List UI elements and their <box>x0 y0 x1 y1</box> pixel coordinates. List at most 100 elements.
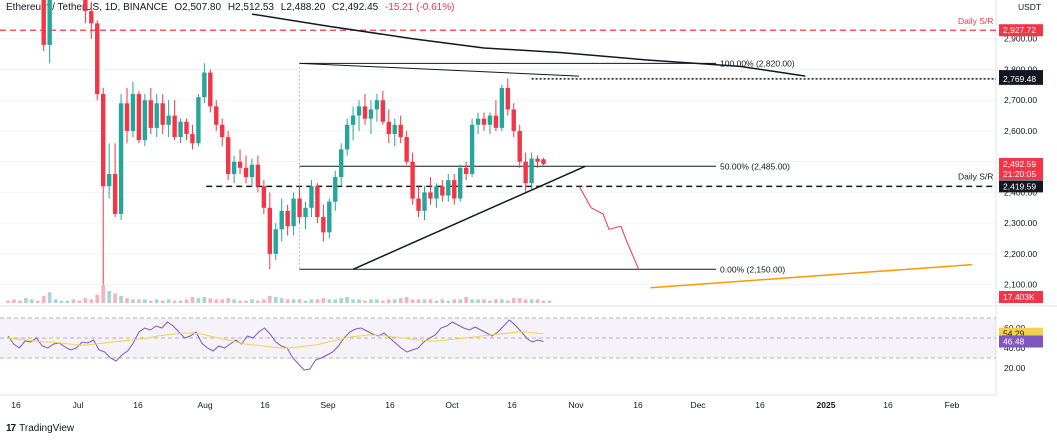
candle-body <box>136 94 142 141</box>
time-tick-label: Feb <box>945 400 960 410</box>
volume-bar <box>506 300 510 303</box>
volume-bar <box>535 299 540 303</box>
candle-body <box>148 100 153 128</box>
price-tick-label: 2,100.00 <box>1004 280 1037 290</box>
volume-bar <box>18 300 22 303</box>
candle-body <box>392 124 397 135</box>
candle-body <box>463 167 469 174</box>
volume-bar <box>262 299 266 303</box>
volume-bar <box>381 300 385 303</box>
candle-body <box>458 167 463 199</box>
time-tick-label: Nov <box>568 400 584 410</box>
volume-bar <box>256 300 260 303</box>
price-tick-label: 2,400.00 <box>1004 187 1037 197</box>
volume-bar <box>202 297 207 303</box>
volume-bar <box>208 298 213 303</box>
rsi-ma-line <box>7 331 544 349</box>
price-tick-label: 2,700.00 <box>1004 95 1037 105</box>
volume-bar <box>387 299 391 303</box>
candle-body <box>428 192 433 199</box>
volume-bar <box>333 299 338 303</box>
volume-bar <box>470 299 474 303</box>
price-label-box <box>999 180 1043 193</box>
volume-bar <box>166 299 171 303</box>
rsi-label-box <box>999 335 1043 348</box>
candle-body <box>261 186 267 208</box>
volume-bar <box>464 297 468 303</box>
volume-bar <box>279 298 284 303</box>
volume-bar <box>53 299 58 303</box>
rsi-label-text: 54.29 <box>1003 329 1025 339</box>
volume-bar <box>131 299 135 303</box>
volume-bar <box>363 300 367 303</box>
candle-body <box>386 121 391 135</box>
candle-body <box>160 103 165 125</box>
candle-body <box>142 100 148 141</box>
volume-bar <box>345 297 349 303</box>
candle-body <box>154 103 159 128</box>
volume-bar <box>65 300 70 303</box>
volume-bar <box>458 299 462 303</box>
candle-body <box>124 103 130 131</box>
volume-bar <box>59 300 64 303</box>
time-tick-label: Oct <box>445 400 459 410</box>
low-value: L2,488.20 <box>280 2 326 13</box>
volume-bar <box>83 298 88 303</box>
volume-bar <box>125 298 129 303</box>
volume-bar <box>517 298 522 303</box>
candle-body <box>529 158 534 184</box>
volume-bar <box>196 298 201 303</box>
candle-body <box>452 180 457 199</box>
volume-bar <box>12 299 16 303</box>
orange-trendline <box>650 263 972 289</box>
price-label-text: 2,419.59 <box>1003 181 1036 191</box>
volume-bar <box>315 299 320 303</box>
price-label-box <box>999 167 1043 180</box>
volume-bar <box>303 300 308 303</box>
volume-bar <box>238 300 242 303</box>
volume-bar <box>500 299 504 303</box>
volume-bar <box>178 300 183 303</box>
volume-bar <box>404 297 409 303</box>
candle-body <box>225 137 231 174</box>
time-tick-label: Jul <box>73 400 84 410</box>
candle-body <box>499 87 505 128</box>
candle-body <box>410 161 415 199</box>
currency-label: USDT <box>1018 2 1041 12</box>
volume-bar <box>375 299 379 303</box>
volume-bar <box>321 298 326 303</box>
candle-body <box>202 72 207 98</box>
volume-bar <box>476 299 480 303</box>
candle-body <box>434 186 439 199</box>
candle-body <box>214 106 219 125</box>
candle-body <box>273 229 278 254</box>
candle-body <box>350 115 356 125</box>
volume-bar <box>523 299 528 303</box>
volume-bar <box>214 299 219 303</box>
time-tick-label: Dec <box>690 400 706 410</box>
candle-body <box>243 167 249 178</box>
candle-body <box>511 109 516 131</box>
volume-bar <box>440 299 445 303</box>
candle-body <box>249 164 255 178</box>
close-value: C2,492.45 <box>332 2 379 13</box>
candle-body <box>95 23 100 95</box>
candle-body <box>362 106 368 119</box>
candle-body <box>344 124 350 150</box>
price-tick-label: 2,600.00 <box>1004 126 1037 136</box>
volume-bar <box>434 300 439 303</box>
price-tick-label: 2,800.00 <box>1004 64 1037 74</box>
daily-sr-mid-label: Daily S/R <box>958 171 993 181</box>
volume-bar <box>226 298 230 303</box>
brand-label: TradingView <box>19 423 75 434</box>
candle-body <box>541 159 546 165</box>
volume-bar <box>268 295 272 303</box>
volume-bar <box>392 299 397 303</box>
volume-bar <box>488 300 492 303</box>
candle-body <box>303 207 308 218</box>
candle-body <box>422 192 427 211</box>
tradingview-brand[interactable]: 17 TradingView <box>6 423 74 434</box>
volume-bar <box>547 300 552 303</box>
